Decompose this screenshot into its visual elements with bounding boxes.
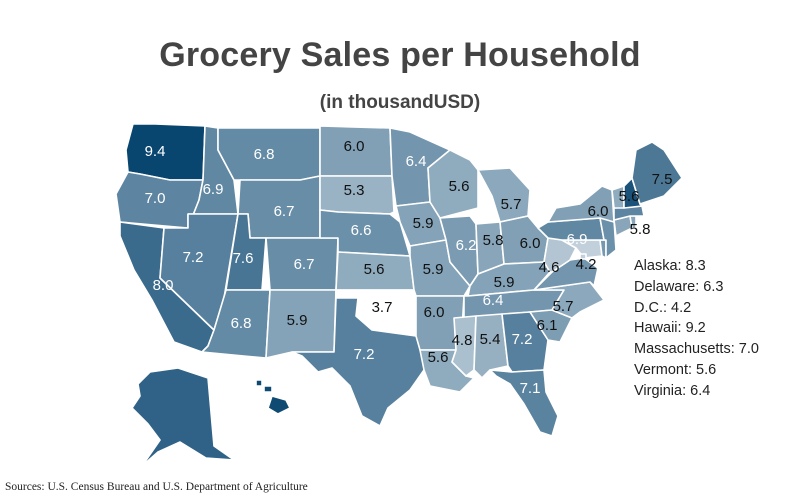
label-mn: 6.4 — [406, 153, 427, 170]
legend-entry: Hawaii: 9.2 — [634, 320, 706, 337]
label-ky: 5.9 — [494, 274, 515, 291]
legend-entry: D.C.: 4.2 — [634, 299, 692, 316]
small-states-legend: Alaska: 8.3 Delaware: 6.3 D.C.: 4.2 Hawaii:… — [634, 256, 759, 402]
state-sc — [529, 309, 573, 343]
state-hi-part-3 — [263, 385, 273, 393]
label-or: 7.0 — [145, 190, 166, 207]
label-in: 5.8 — [483, 232, 504, 249]
state-wa — [125, 123, 206, 181]
label-ga: 7.2 — [512, 331, 533, 348]
label-co: 6.7 — [294, 256, 315, 273]
label-ar: 6.0 — [424, 304, 445, 321]
chart-title: Grocery Sales per Household — [159, 36, 641, 74]
state-tx — [291, 297, 425, 427]
label-ok: 3.7 — [372, 299, 393, 316]
label-sd: 5.3 — [344, 182, 365, 199]
label-wa: 9.4 — [145, 143, 166, 160]
label-ks: 5.6 — [364, 261, 385, 278]
label-mo: 5.9 — [423, 261, 444, 278]
label-az: 6.8 — [231, 315, 252, 332]
legend-entry: Alaska: 8.3 — [634, 258, 706, 274]
chart-subtitle: (in thousandUSD) — [319, 92, 481, 113]
label-mi: 5.7 — [501, 196, 522, 213]
label-vt: 5.6 — [619, 188, 640, 205]
source-note: Sources: U.S. Census Bureau and U.S. Dep… — [5, 481, 308, 493]
state-dc — [579, 253, 587, 260]
label-me: 7.5 — [652, 171, 673, 188]
label-tn: 6.4 — [483, 292, 504, 309]
label-ms: 4.8 — [452, 332, 473, 349]
state-me — [631, 141, 683, 205]
state-nh — [623, 177, 643, 209]
label-oh: 6.0 — [520, 235, 541, 252]
label-wy: 6.7 — [274, 203, 295, 220]
label-nd: 6.0 — [344, 138, 365, 155]
label-sc: 6.1 — [537, 317, 558, 334]
label-nm: 5.9 — [287, 312, 308, 329]
state-fl — [489, 369, 559, 437]
label-wi: 5.6 — [449, 178, 470, 195]
label-md: 4.2 — [576, 256, 597, 273]
label-pa: 6.9 — [567, 231, 588, 248]
legend-entry: Massachusetts: 7.0 — [634, 341, 759, 358]
label-la: 5.6 — [428, 349, 449, 366]
label-al: 5.4 — [480, 331, 501, 348]
state-hi-part-2 — [255, 379, 263, 387]
state-hi — [267, 395, 291, 415]
label-nv: 7.2 — [183, 249, 204, 266]
label-mt: 6.8 — [254, 146, 275, 163]
state-wi — [427, 149, 479, 219]
state-shapes — [115, 123, 683, 467]
state-ny — [547, 185, 615, 223]
state-value-labels: 9.4 7.0 8.0 6.9 7.2 6.8 6.7 7.6 6.8 6.7 5.9 6.0 5.3 6… — [145, 138, 673, 397]
label-ut: 7.6 — [233, 250, 254, 267]
legend-entry: Virginia: 6.4 — [634, 382, 711, 399]
label-ca: 8.0 — [153, 277, 174, 294]
label-tx: 7.2 — [354, 346, 375, 363]
label-ia: 5.9 — [413, 215, 434, 232]
state-ak — [131, 367, 235, 467]
label-ny: 6.0 — [588, 203, 609, 220]
legend-entry: Vermont: 5.6 — [634, 361, 717, 378]
label-wv: 4.6 — [539, 259, 560, 276]
legend-entry: Delaware: 6.3 — [634, 278, 724, 295]
label-il: 6.2 — [456, 237, 477, 254]
label-ne: 6.6 — [351, 222, 372, 239]
label-nc: 5.7 — [553, 298, 574, 315]
label-id: 6.9 — [203, 181, 224, 198]
label-ct: 5.8 — [630, 221, 651, 238]
label-fl: 7.1 — [520, 380, 541, 397]
